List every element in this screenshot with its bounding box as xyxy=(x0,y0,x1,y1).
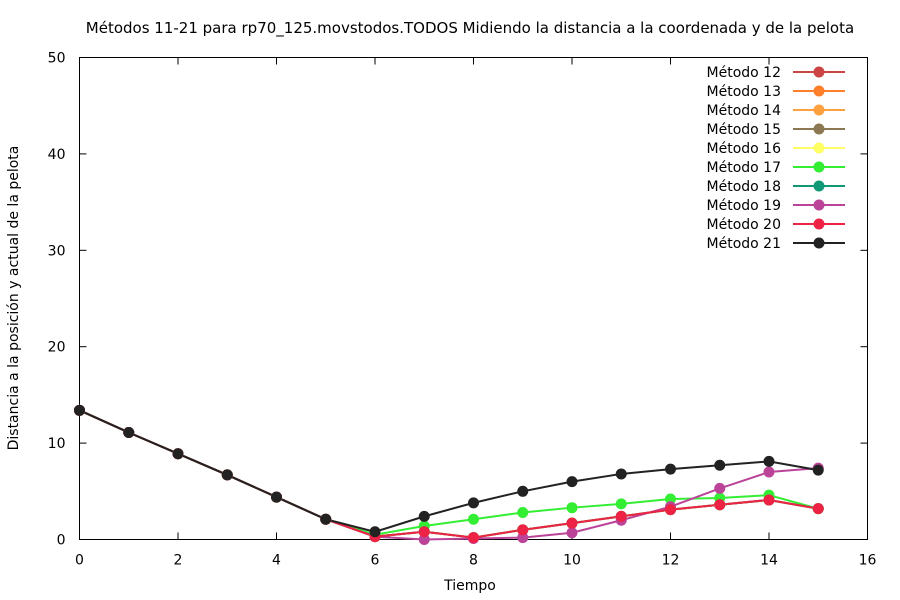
data-point xyxy=(615,498,627,510)
data-point xyxy=(320,513,332,525)
data-point xyxy=(566,527,578,539)
legend-label: Método 20 xyxy=(707,217,781,233)
data-point xyxy=(665,463,676,475)
data-point xyxy=(566,517,578,529)
data-point xyxy=(812,464,824,476)
x-axis-label: Tiempo xyxy=(443,578,496,594)
data-point xyxy=(369,526,381,538)
axis-ticks: 0 2 4 6 8 10 12 14 16 0 10 20 30 40 50 xyxy=(48,51,877,569)
legend-label: Método 14 xyxy=(707,103,782,119)
y-tick-label: 30 xyxy=(48,243,66,259)
y-tick-label: 0 xyxy=(57,533,66,549)
series-line xyxy=(79,409,819,539)
series-line xyxy=(79,409,819,539)
series-line xyxy=(79,409,819,541)
series-line xyxy=(79,409,819,539)
data-point xyxy=(123,426,135,438)
data-point xyxy=(517,524,529,536)
data-point xyxy=(615,468,627,480)
legend-marker xyxy=(813,142,825,154)
data-point xyxy=(517,507,529,519)
data-point xyxy=(468,497,479,509)
x-tick-label: 12 xyxy=(662,553,680,569)
legend-marker xyxy=(813,237,825,249)
data-point xyxy=(812,503,824,515)
data-point xyxy=(418,526,430,538)
data-point xyxy=(221,469,233,481)
data-point xyxy=(763,455,775,467)
series-lines xyxy=(79,409,819,541)
series-line xyxy=(79,409,819,539)
data-point xyxy=(418,510,430,522)
data-point xyxy=(468,532,479,544)
series-line xyxy=(79,409,819,536)
data-point xyxy=(271,491,282,503)
x-tick-label: 0 xyxy=(75,553,84,569)
data-point xyxy=(74,404,85,416)
y-tick-label: 20 xyxy=(48,340,66,356)
legend-label: Método 13 xyxy=(707,84,781,100)
legend-label: Método 17 xyxy=(707,160,781,176)
legend-label: Método 12 xyxy=(707,65,781,81)
x-tick-label: 16 xyxy=(859,553,877,569)
data-point xyxy=(615,510,627,522)
data-point xyxy=(517,485,529,497)
y-tick-label: 40 xyxy=(48,147,66,163)
data-point xyxy=(172,448,184,460)
legend-marker xyxy=(813,85,825,97)
x-tick-label: 14 xyxy=(760,553,778,569)
x-tick-label: 6 xyxy=(371,553,380,569)
data-point xyxy=(714,482,726,494)
legend-marker xyxy=(813,104,825,116)
legend-marker xyxy=(813,161,825,173)
legend-marker xyxy=(813,180,825,192)
series-line xyxy=(79,409,819,539)
legend-label: Método 19 xyxy=(707,198,781,214)
series-points xyxy=(74,404,824,545)
chart-title: Métodos 11-21 para rp70_125.movstodos.TO… xyxy=(86,19,854,38)
data-point xyxy=(714,459,726,471)
data-point xyxy=(468,513,479,525)
x-tick-label: 4 xyxy=(272,553,281,569)
legend-marker xyxy=(813,123,825,135)
x-tick-label: 10 xyxy=(563,553,581,569)
data-point xyxy=(566,476,578,488)
series-line xyxy=(79,409,819,539)
legend-marker xyxy=(813,199,825,211)
legend-label: Método 18 xyxy=(707,179,781,195)
series-line xyxy=(79,409,819,533)
data-point xyxy=(566,502,578,514)
data-point xyxy=(763,494,775,506)
x-tick-label: 2 xyxy=(174,553,183,569)
series-line xyxy=(79,409,819,539)
y-tick-label: 50 xyxy=(48,51,66,67)
y-tick-label: 10 xyxy=(48,436,66,452)
legend-label: Método 21 xyxy=(707,236,781,252)
legend-marker xyxy=(813,218,825,230)
legend: Método 12 Método 13 Método 14 Método 15 Méto… xyxy=(707,65,845,252)
y-axis-label: Distancia a la posición y actual de la p… xyxy=(6,146,22,451)
legend-marker xyxy=(813,66,825,78)
data-point xyxy=(714,499,726,511)
data-point xyxy=(665,504,676,516)
legend-label: Método 15 xyxy=(707,122,781,138)
x-tick-label: 8 xyxy=(469,553,478,569)
legend-label: Método 16 xyxy=(707,141,782,157)
data-point xyxy=(763,466,775,478)
